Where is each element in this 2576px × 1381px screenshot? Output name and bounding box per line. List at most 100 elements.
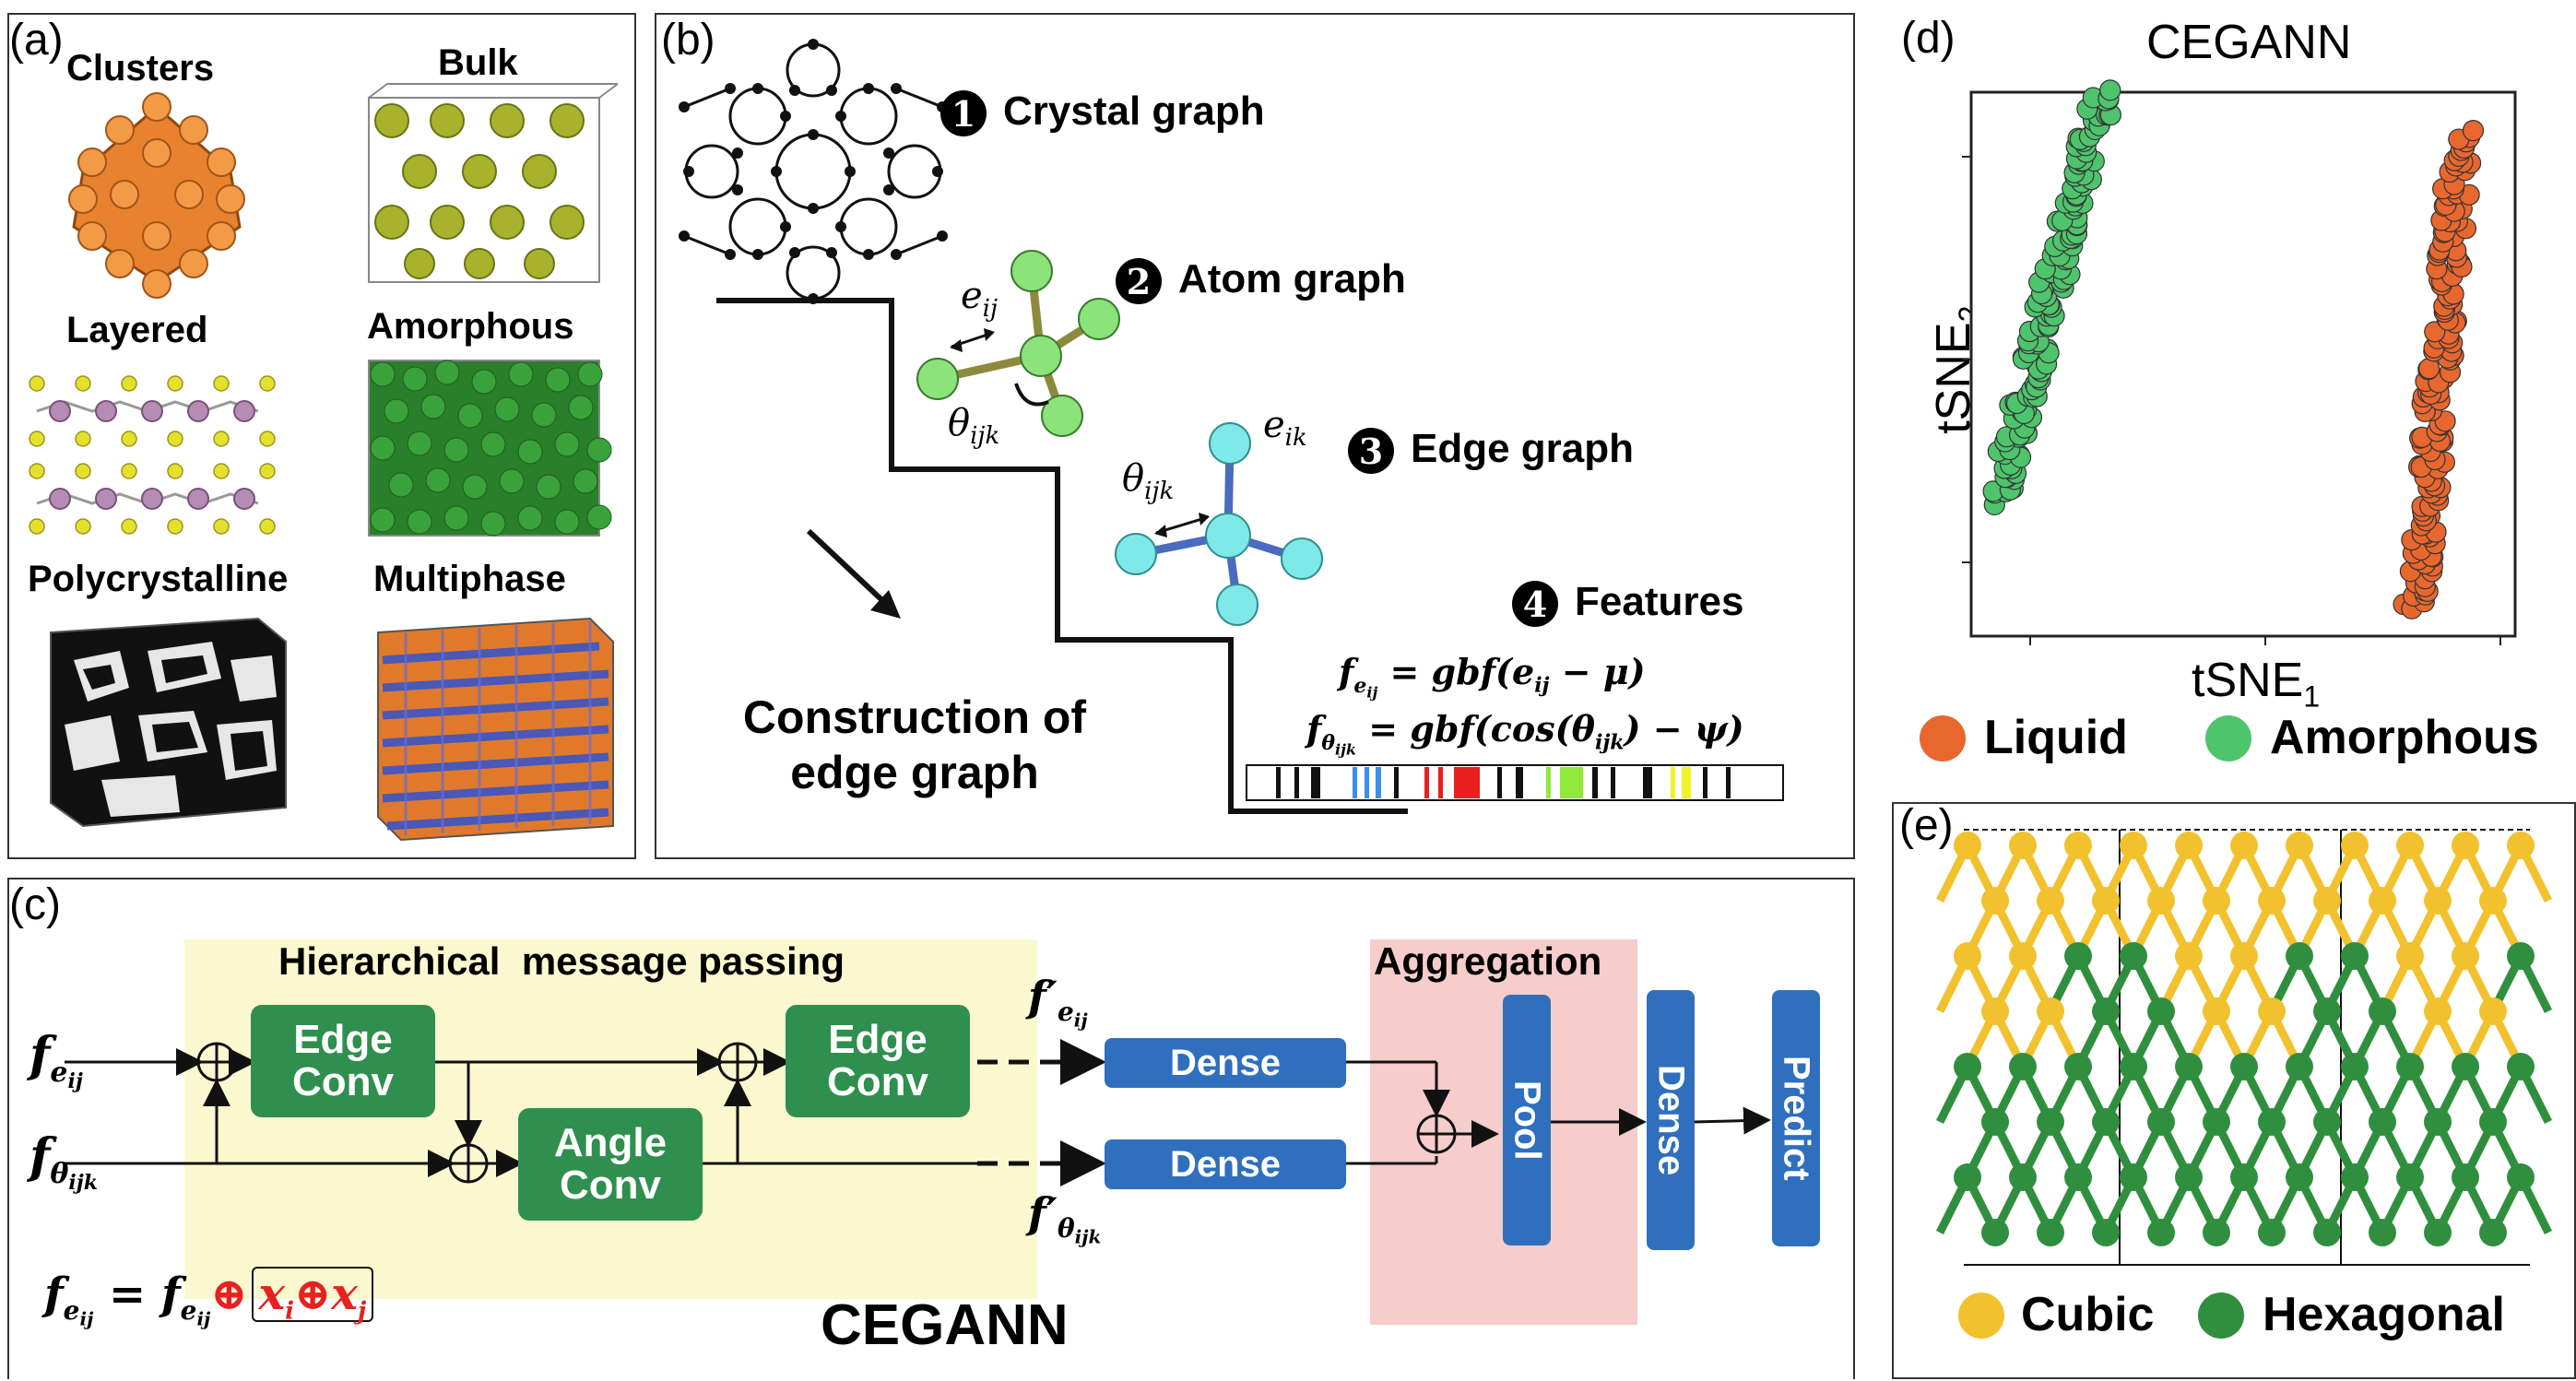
legend-amorphous-dot	[2205, 715, 2251, 761]
hmp-title: Hierarchical message passing	[278, 939, 845, 983]
lattice-atom	[2009, 1163, 2037, 1191]
legend-hexagonal-label: Hexagonal	[2263, 1288, 2505, 1341]
lattice-atom	[2341, 832, 2369, 859]
lattice-atom	[2286, 1163, 2313, 1191]
formula-theta: fθijk = gbf(cos(θijk) − ψ)	[1306, 708, 1744, 758]
polycrystalline-structure	[50, 617, 287, 828]
step-1-label: Crystal graph	[1003, 89, 1265, 134]
lattice-atom	[2313, 1108, 2341, 1136]
panel-d-label: (d)	[1901, 14, 1956, 63]
panel-e-label: (e)	[1899, 801, 1954, 850]
lattice-atom	[2507, 1053, 2535, 1080]
lattice-atom	[2258, 1219, 2286, 1246]
legend-liquid-label: Liquid	[1984, 711, 2128, 764]
x-ticks	[2029, 636, 2501, 645]
step-edge-graph: 3 Edge graph	[1348, 426, 1635, 475]
lattice-atom	[2479, 887, 2507, 915]
lattice-atom	[2369, 1219, 2396, 1246]
chart-title: CEGANN	[2146, 16, 2352, 69]
lattice-atom	[2424, 1219, 2452, 1246]
output-f-eij-prime: f′eij	[1028, 972, 1088, 1032]
legend-liquid-dot	[1920, 715, 1966, 761]
legend-cubic-label: Cubic	[2021, 1288, 2155, 1341]
lattice-atom	[2175, 942, 2203, 970]
lattice-atom	[2396, 1163, 2424, 1191]
atom-graph	[916, 250, 1120, 437]
bulk-structure	[368, 83, 619, 283]
lattice-atom	[2064, 1163, 2092, 1191]
lattice-atom	[2396, 1053, 2424, 1080]
lattice-atom	[2175, 1163, 2203, 1191]
step-4-label: Features	[1575, 579, 1744, 624]
aggregation-title: Aggregation	[1374, 939, 1602, 983]
lattice-atom	[2258, 887, 2286, 915]
lattice-atom	[1954, 1053, 1981, 1080]
lattice-atom	[1954, 942, 1981, 970]
lattice-atom	[2424, 887, 2452, 915]
edge-conv-1: Edge Conv	[251, 1005, 435, 1117]
bulk-title: Bulk	[438, 42, 518, 83]
panel-c: (c) Hierarchical message passing Aggrega…	[7, 878, 1855, 1379]
lattice-atom	[2203, 1108, 2230, 1136]
lattice-atom	[2037, 997, 2064, 1025]
lattice-atom	[2313, 887, 2341, 915]
step-3-label: Edge graph	[1411, 426, 1635, 471]
lattice-atom	[2479, 997, 2507, 1025]
amorphous-structure	[368, 360, 612, 537]
step-atom-graph: 2 Atom graph	[1116, 256, 1406, 305]
lattice-atom	[1981, 887, 2009, 915]
lattice-atom	[2064, 832, 2092, 859]
lattice-atom	[2175, 1053, 2203, 1080]
polycrystalline-title: Polycrystalline	[28, 559, 289, 599]
lattice-atom	[2424, 1108, 2452, 1136]
panel-a: (a) Clusters Bulk Layered Amorphous Poly…	[7, 13, 636, 859]
lattice-atom	[2258, 1108, 2286, 1136]
panel-b: (b)	[655, 13, 1855, 859]
interface-structure	[1935, 829, 2553, 1266]
lattice-atom	[2203, 1219, 2230, 1246]
lattice-atom	[2064, 1053, 2092, 1080]
concat-equation: feij = feij⊕ xi⊕xj	[44, 1267, 374, 1329]
step-crystal-graph: 1 Crystal graph	[940, 89, 1265, 137]
lattice-atom	[2507, 942, 2535, 970]
panel-a-structures	[29, 83, 619, 842]
staircase-line	[716, 298, 1408, 814]
lattice-atom	[2064, 942, 2092, 970]
lattice-atom	[1954, 832, 1981, 859]
lattice-atom	[2203, 997, 2230, 1025]
legend-amorphous-label: Amorphous	[2270, 711, 2539, 764]
panel-d: (d) CEGANN tSNE2 tSNE1 Liquid Amorphous	[1892, 0, 2576, 802]
step-1-number: 1	[940, 90, 987, 137]
lattice-atom	[2424, 997, 2452, 1025]
crystal-graph	[683, 42, 943, 301]
lattice-atom	[2037, 1219, 2064, 1246]
lattice-atom	[2120, 1053, 2147, 1080]
lattice-atom	[2452, 1163, 2479, 1191]
panel-c-label: (c)	[9, 880, 61, 929]
lattice-atom	[2092, 1108, 2120, 1136]
lattice-atom	[2009, 832, 2037, 859]
lattice-atom	[2120, 1163, 2147, 1191]
theta-ijk-label-atom: θijk	[948, 402, 1000, 450]
lattice-atom	[2230, 1053, 2258, 1080]
lattice-atom	[2286, 832, 2313, 859]
lattice-atom	[2009, 942, 2037, 970]
lattice-atom	[1954, 1163, 1981, 1191]
lattice-atom	[2396, 942, 2424, 970]
lattice-atom	[2258, 997, 2286, 1025]
step-2-number: 2	[1116, 258, 1162, 305]
edge-graph	[1115, 422, 1323, 626]
clusters-title: Clusters	[66, 48, 215, 89]
dense-vertical: Dense	[1647, 990, 1695, 1250]
lattice-atom	[2341, 1163, 2369, 1191]
lattice-atom	[2396, 832, 2424, 859]
lattice-atom	[2507, 832, 2535, 859]
lattice-atom	[1981, 1219, 2009, 1246]
multiphase-title: Multiphase	[373, 559, 566, 599]
lattice-atom	[2120, 832, 2147, 859]
dense-top: Dense	[1105, 1038, 1346, 1088]
lattice-atom	[2286, 942, 2313, 970]
lattice-atom	[2452, 1053, 2479, 1080]
edge-conv-2: Edge Conv	[786, 1005, 970, 1117]
predict-box: Predict	[1772, 990, 1820, 1246]
